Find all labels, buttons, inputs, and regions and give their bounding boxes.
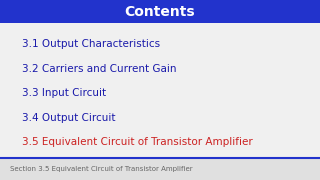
Text: 3.3 Input Circuit: 3.3 Input Circuit [22,88,107,98]
Text: 3.2 Carriers and Current Gain: 3.2 Carriers and Current Gain [22,64,177,74]
Text: Section 3.5 Equivalent Circuit of Transistor Amplifier: Section 3.5 Equivalent Circuit of Transi… [10,166,192,172]
Text: Contents: Contents [124,5,195,19]
Text: 3.1 Output Characteristics: 3.1 Output Characteristics [22,39,161,49]
FancyBboxPatch shape [0,158,320,180]
FancyBboxPatch shape [0,0,320,23]
Text: 3.4 Output Circuit: 3.4 Output Circuit [22,112,116,123]
Text: 3.5 Equivalent Circuit of Transistor Amplifier: 3.5 Equivalent Circuit of Transistor Amp… [22,137,253,147]
